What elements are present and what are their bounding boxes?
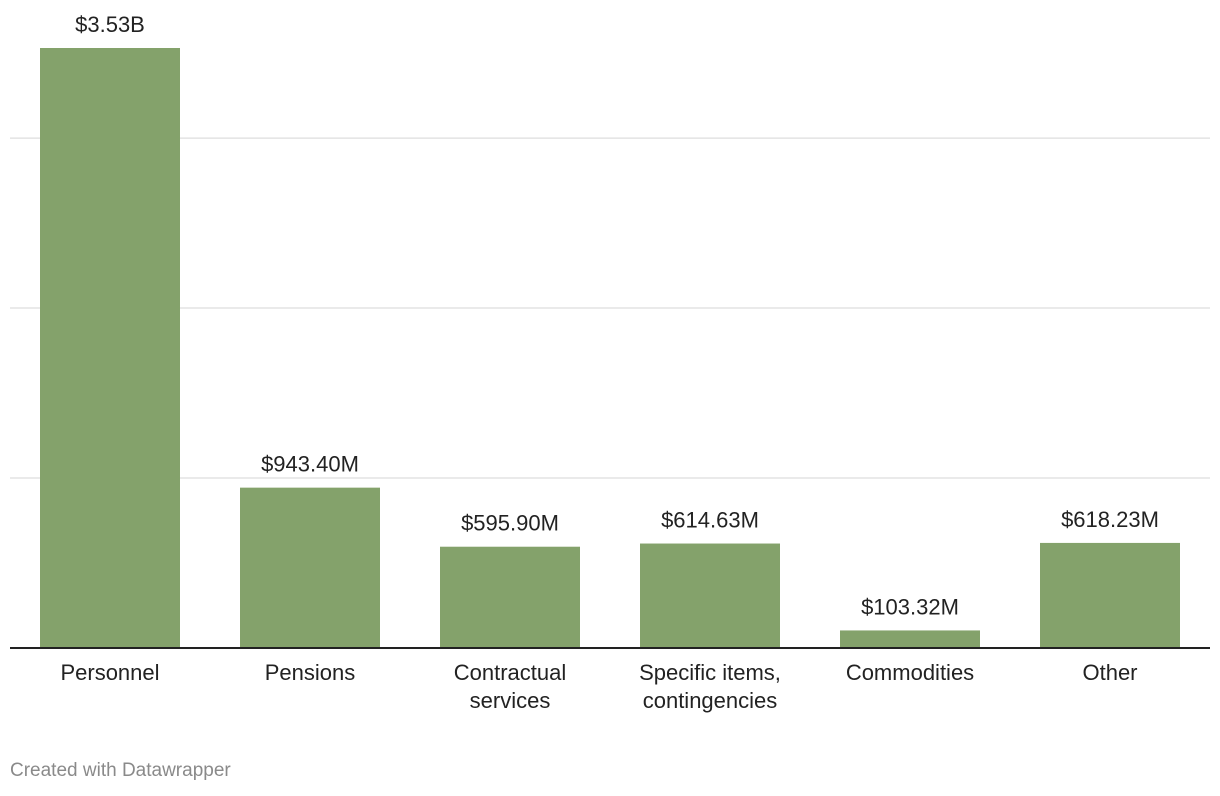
value-labels: $3.53B $943.40M $595.90M $614.63M $103.32M $6… xyxy=(75,12,1159,619)
bars xyxy=(40,48,1180,648)
category-label-line: contingencies xyxy=(643,688,778,713)
value-label: $595.90M xyxy=(461,511,559,536)
bar xyxy=(440,546,580,648)
category-label-line: Pensions xyxy=(265,660,356,685)
category-label-line: Personnel xyxy=(60,660,159,685)
category-label: Personnel xyxy=(60,660,159,685)
category-label: Other xyxy=(1082,660,1137,685)
category-label-line: Commodities xyxy=(846,660,974,685)
category-label-line: services xyxy=(470,688,551,713)
value-label: $614.63M xyxy=(661,508,759,533)
value-label: $103.32M xyxy=(861,594,959,619)
value-label: $943.40M xyxy=(261,452,359,477)
category-label: Specific items, contingencies xyxy=(639,660,781,713)
category-labels: Personnel Pensions Contractual services Spec… xyxy=(60,660,1137,713)
bar xyxy=(40,48,180,648)
bar xyxy=(240,487,380,648)
gridlines xyxy=(10,137,1210,479)
value-label: $3.53B xyxy=(75,12,145,37)
bar xyxy=(640,543,780,648)
category-label: Pensions xyxy=(265,660,356,685)
datawrapper-credit: Created with Datawrapper xyxy=(10,760,231,781)
category-label-line: Other xyxy=(1082,660,1137,685)
category-label-line: Specific items, xyxy=(639,660,781,685)
category-label: Contractual services xyxy=(454,660,567,713)
bar xyxy=(840,630,980,648)
bar xyxy=(1040,542,1180,648)
category-label-line: Contractual xyxy=(454,660,567,685)
category-label: Commodities xyxy=(846,660,974,685)
value-label: $618.23M xyxy=(1061,507,1159,532)
